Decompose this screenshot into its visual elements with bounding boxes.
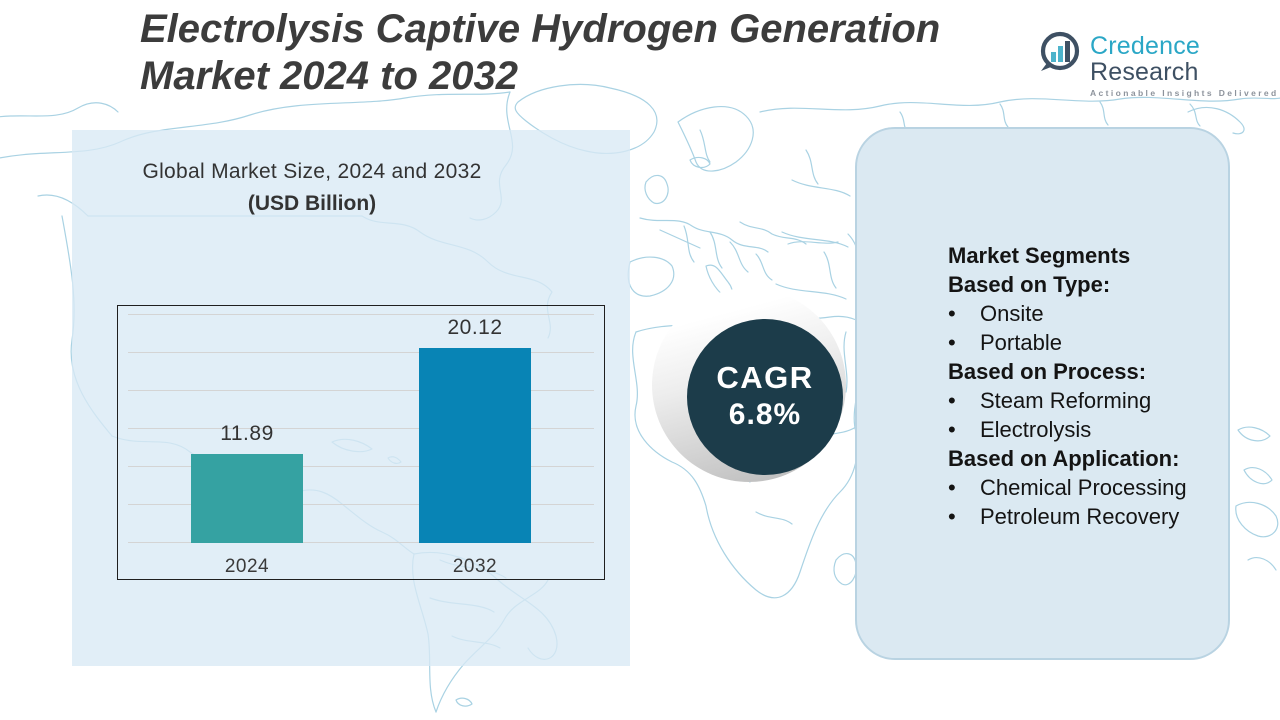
segment-item-label: Chemical Processing bbox=[980, 475, 1187, 500]
brand-logo: Credence Research Actionable Insights De… bbox=[1037, 29, 1280, 98]
bullet-icon bbox=[948, 415, 980, 444]
segment-item-label: Steam Reforming bbox=[980, 388, 1152, 413]
gridline bbox=[128, 314, 594, 315]
cagr-value: 6.8% bbox=[728, 398, 802, 431]
market-segments: Market Segments Based on Type: Onsite Po… bbox=[948, 241, 1228, 531]
chart-title: Global Market Size, 2024 and 2032 (USD B… bbox=[112, 160, 512, 216]
bar-chart: 11.89 2024 20.12 2032 bbox=[117, 305, 605, 580]
segment-item-label: Onsite bbox=[980, 301, 1044, 326]
segment-item-label: Petroleum Recovery bbox=[980, 504, 1180, 529]
segment-item: Chemical Processing bbox=[948, 473, 1228, 502]
map-greenland bbox=[514, 83, 658, 154]
cagr-label: CAGR bbox=[716, 360, 814, 395]
bullet-icon bbox=[948, 299, 980, 328]
chart-title-line1: Global Market Size, 2024 and 2032 bbox=[142, 160, 482, 183]
brand-name: Credence Research bbox=[1090, 33, 1280, 85]
bullet-icon bbox=[948, 473, 980, 502]
bar-2024 bbox=[191, 454, 303, 543]
gridline bbox=[128, 542, 594, 543]
page-title: Electrolysis Captive Hydrogen Generation… bbox=[140, 6, 1040, 100]
map-europe bbox=[644, 174, 669, 205]
axis-label-2024: 2024 bbox=[224, 556, 270, 577]
segment-group-title-type: Based on Type: bbox=[948, 272, 1111, 297]
bar-value-2032: 20.12 bbox=[447, 316, 503, 339]
gridline bbox=[128, 428, 594, 429]
axis-label-2032: 2032 bbox=[452, 556, 498, 577]
segment-item-label: Portable bbox=[980, 330, 1062, 355]
segment-group-title-process: Based on Process: bbox=[948, 359, 1147, 384]
bar-value-2024: 11.89 bbox=[220, 422, 274, 445]
gridline bbox=[128, 466, 594, 467]
brand-name-secondary: Research bbox=[1090, 58, 1199, 86]
segment-item: Petroleum Recovery bbox=[948, 502, 1228, 531]
brand-text: Credence Research Actionable Insights De… bbox=[1090, 29, 1280, 98]
gridline bbox=[128, 352, 594, 353]
bullet-icon bbox=[948, 502, 980, 531]
segment-group-title-application: Based on Application: bbox=[948, 446, 1180, 471]
bar-2032 bbox=[419, 348, 531, 543]
segments-panel bbox=[855, 127, 1230, 660]
cagr-badge: CAGR 6.8% bbox=[687, 319, 843, 475]
map-asia bbox=[759, 96, 1280, 113]
gridline bbox=[128, 504, 594, 505]
segment-item: Steam Reforming bbox=[948, 386, 1228, 415]
segment-item: Onsite bbox=[948, 299, 1228, 328]
gridline bbox=[128, 390, 594, 391]
page-title-line1: Electrolysis Captive Hydrogen Generation bbox=[140, 7, 941, 51]
chart-panel bbox=[72, 130, 630, 666]
segment-item: Electrolysis bbox=[948, 415, 1228, 444]
bullet-icon bbox=[948, 328, 980, 357]
brand-name-primary: Credence bbox=[1090, 32, 1200, 60]
segments-heading: Market Segments bbox=[948, 243, 1131, 268]
segment-item: Portable bbox=[948, 328, 1228, 357]
page-title-line2: Market 2024 to 2032 bbox=[140, 54, 519, 98]
chart-title-line2: (USD Billion) bbox=[247, 192, 377, 215]
segment-item-label: Electrolysis bbox=[980, 417, 1092, 442]
bar-chart-bubble-icon bbox=[1040, 31, 1080, 71]
brand-tagline: Actionable Insights Delivered bbox=[1090, 88, 1279, 98]
bullet-icon bbox=[948, 386, 980, 415]
